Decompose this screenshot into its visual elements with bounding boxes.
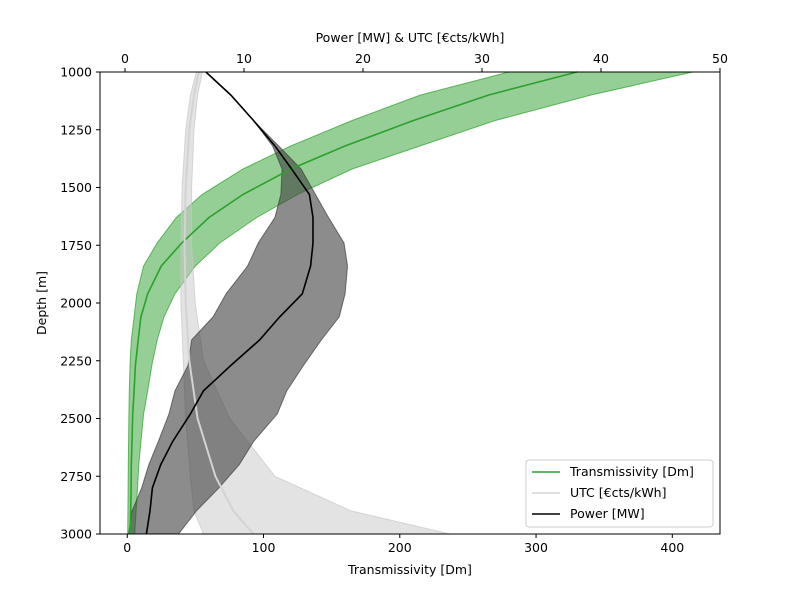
y-tick-label: 2250 xyxy=(60,353,92,368)
transmissivity-line xyxy=(129,71,578,535)
bottom-tick-label: 0 xyxy=(123,540,131,555)
legend-box xyxy=(525,459,714,528)
y-tick-label: 3000 xyxy=(60,527,92,542)
top-tick-label: 10 xyxy=(236,51,252,66)
top-axis-ticks: 0 10 20 30 40 50 xyxy=(121,51,728,72)
y-tick-label: 1000 xyxy=(60,65,92,80)
y-tick-label: 1250 xyxy=(60,122,92,137)
series-lines xyxy=(129,71,578,535)
bottom-tick-label: 100 xyxy=(252,540,276,555)
utc-line xyxy=(183,71,255,535)
y-tick-label: 2500 xyxy=(60,411,92,426)
y-axis-title: Depth [m] xyxy=(34,271,49,335)
y-axis-ticks: 1000 1250 1500 1750 2000 2250 2500 2750 3000 xyxy=(60,65,100,542)
top-axis-title: Power [MW] & UTC [€cts/kWh] xyxy=(316,30,505,45)
y-tick-label: 2000 xyxy=(60,296,92,311)
legend-label-power: Power [MW] xyxy=(570,506,645,521)
bottom-tick-label: 400 xyxy=(660,540,684,555)
legend-label-transmissivity: Transmissivity [Dm] xyxy=(569,464,694,479)
top-tick-label: 0 xyxy=(121,51,129,66)
top-tick-label: 30 xyxy=(474,51,490,66)
top-tick-label: 20 xyxy=(355,51,371,66)
bottom-tick-label: 300 xyxy=(524,540,548,555)
bottom-axis-ticks: 0 100 200 300 400 xyxy=(123,534,684,555)
bottom-axis-title: Transmissivity [Dm] xyxy=(347,562,472,577)
power-line xyxy=(145,71,314,535)
y-tick-label: 1500 xyxy=(60,180,92,195)
top-tick-label: 50 xyxy=(712,51,728,66)
y-tick-label: 2750 xyxy=(60,469,92,484)
bottom-tick-label: 200 xyxy=(388,540,412,555)
top-tick-label: 40 xyxy=(593,51,609,66)
y-tick-label: 1750 xyxy=(60,238,92,253)
legend-label-utc: UTC [€cts/kWh] xyxy=(570,485,666,500)
legend: Transmissivity [Dm] UTC [€cts/kWh] Power… xyxy=(525,459,714,528)
